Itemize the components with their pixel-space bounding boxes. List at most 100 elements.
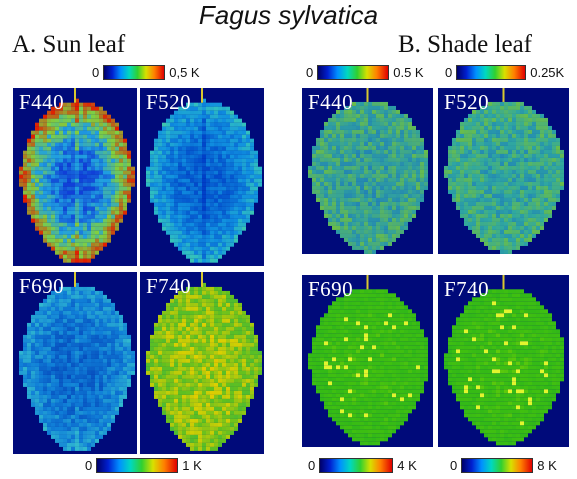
leaf-pixel xyxy=(560,177,564,182)
leaf-pixel xyxy=(194,378,198,383)
leaf-pixel xyxy=(536,113,540,118)
leaf-pixel xyxy=(91,318,95,323)
leaf-pixel xyxy=(356,205,360,210)
leaf-pixel xyxy=(230,414,234,419)
leaf-pixel xyxy=(408,149,412,154)
leaf-pixel xyxy=(202,350,206,355)
leaf-pixel xyxy=(348,213,352,218)
leaf-pixel xyxy=(35,386,39,391)
leaf-pixel xyxy=(63,394,67,399)
leaf-pixel xyxy=(27,382,31,387)
leaf-pixel xyxy=(552,133,556,138)
leaf-pixel xyxy=(464,125,468,130)
leaf-pixel xyxy=(472,109,476,114)
leaf-pixel xyxy=(194,194,198,199)
leaf-pixel xyxy=(154,366,158,371)
leaf-pixel xyxy=(67,114,71,119)
leaf-pixel xyxy=(320,129,324,134)
leaf-pixel xyxy=(43,366,47,371)
leaf-pixel xyxy=(47,382,51,387)
leaf-pixel xyxy=(127,186,131,191)
leaf-pixel xyxy=(186,346,190,351)
leaf-pixel xyxy=(206,110,210,115)
leaf-pixel xyxy=(472,117,476,122)
leaf-pixel xyxy=(416,201,420,206)
leaf-pixel xyxy=(198,446,202,451)
leaf-pixel xyxy=(360,129,364,134)
leaf-pixel xyxy=(47,326,51,331)
leaf-pixel xyxy=(480,169,484,174)
leaf-pixel xyxy=(520,101,524,106)
leaf-pixel xyxy=(396,169,400,174)
leaf-pixel xyxy=(67,446,71,451)
leaf-pixel xyxy=(492,165,496,170)
leaf-pixel xyxy=(384,185,388,190)
leaf-pixel xyxy=(352,121,356,126)
leaf-pixel xyxy=(242,350,246,355)
leaf-pixel xyxy=(520,129,524,134)
leaf-pixel xyxy=(218,170,222,175)
leaf-pixel xyxy=(452,145,456,150)
leaf-pixel xyxy=(512,177,516,182)
leaf-pixel xyxy=(364,189,368,194)
leaf-pixel xyxy=(95,122,99,127)
leaf-pixel xyxy=(107,182,111,187)
leaf-pixel xyxy=(364,197,368,202)
leaf-pixel xyxy=(210,294,214,299)
leaf-pixel xyxy=(95,142,99,147)
leaf-pixel xyxy=(87,150,91,155)
leaf-pixel xyxy=(400,189,404,194)
leaf-pixel xyxy=(51,146,55,151)
leaf-pixel xyxy=(79,154,83,159)
leaf-pixel xyxy=(31,154,35,159)
leaf-pixel xyxy=(368,205,372,210)
leaf-pixel xyxy=(111,122,115,127)
leaf-pixel xyxy=(368,237,372,242)
leaf-pixel xyxy=(91,414,95,419)
leaf-pixel xyxy=(79,422,83,427)
leaf-pixel xyxy=(368,229,372,234)
leaf-pixel xyxy=(178,158,182,163)
leaf-pixel xyxy=(214,150,218,155)
leaf-pixel xyxy=(552,177,556,182)
leaf-pixel xyxy=(316,197,320,202)
leaf-pixel xyxy=(35,174,39,179)
leaf-pixel xyxy=(158,162,162,167)
leaf-pixel xyxy=(75,110,79,115)
leaf-pixel xyxy=(340,121,344,126)
leaf-pixel xyxy=(99,210,103,215)
leaf-pixel xyxy=(47,346,51,351)
leaf-pixel xyxy=(150,198,154,203)
leaf-pixel xyxy=(194,238,198,243)
leaf-pixel xyxy=(364,181,368,186)
leaf-pixel xyxy=(63,434,67,439)
leaf-pixel xyxy=(83,166,87,171)
leaf-pixel xyxy=(356,169,360,174)
leaf-pixel xyxy=(536,161,540,166)
leaf-pixel xyxy=(556,181,560,186)
leaf-pixel xyxy=(202,198,206,203)
leaf-pixel xyxy=(392,221,396,226)
leaf-pixel xyxy=(340,125,344,130)
leaf-pixel xyxy=(484,141,488,146)
leaf-pixel xyxy=(63,198,67,203)
leaf-pixel xyxy=(194,126,198,131)
leaf-pixel xyxy=(103,394,107,399)
leaf-pixel xyxy=(190,330,194,335)
leaf-pixel xyxy=(154,350,158,355)
leaf-pixel xyxy=(83,110,87,115)
leaf-pixel xyxy=(190,442,194,447)
leaf-pixel xyxy=(472,181,476,186)
leaf-pixel xyxy=(214,294,218,299)
leaf-pixel xyxy=(420,137,424,142)
leaf-pixel xyxy=(178,226,182,231)
leaf-pixel xyxy=(186,342,190,347)
leaf-pixel xyxy=(242,370,246,375)
leaf-pixel xyxy=(222,426,226,431)
leaf-pixel xyxy=(174,150,178,155)
leaf-pixel xyxy=(480,153,484,158)
leaf-pixel xyxy=(174,362,178,367)
color-scale-shade-f520: 0 0.25K xyxy=(445,65,564,80)
leaf-pixel xyxy=(174,190,178,195)
leaf-pixel xyxy=(170,202,174,207)
